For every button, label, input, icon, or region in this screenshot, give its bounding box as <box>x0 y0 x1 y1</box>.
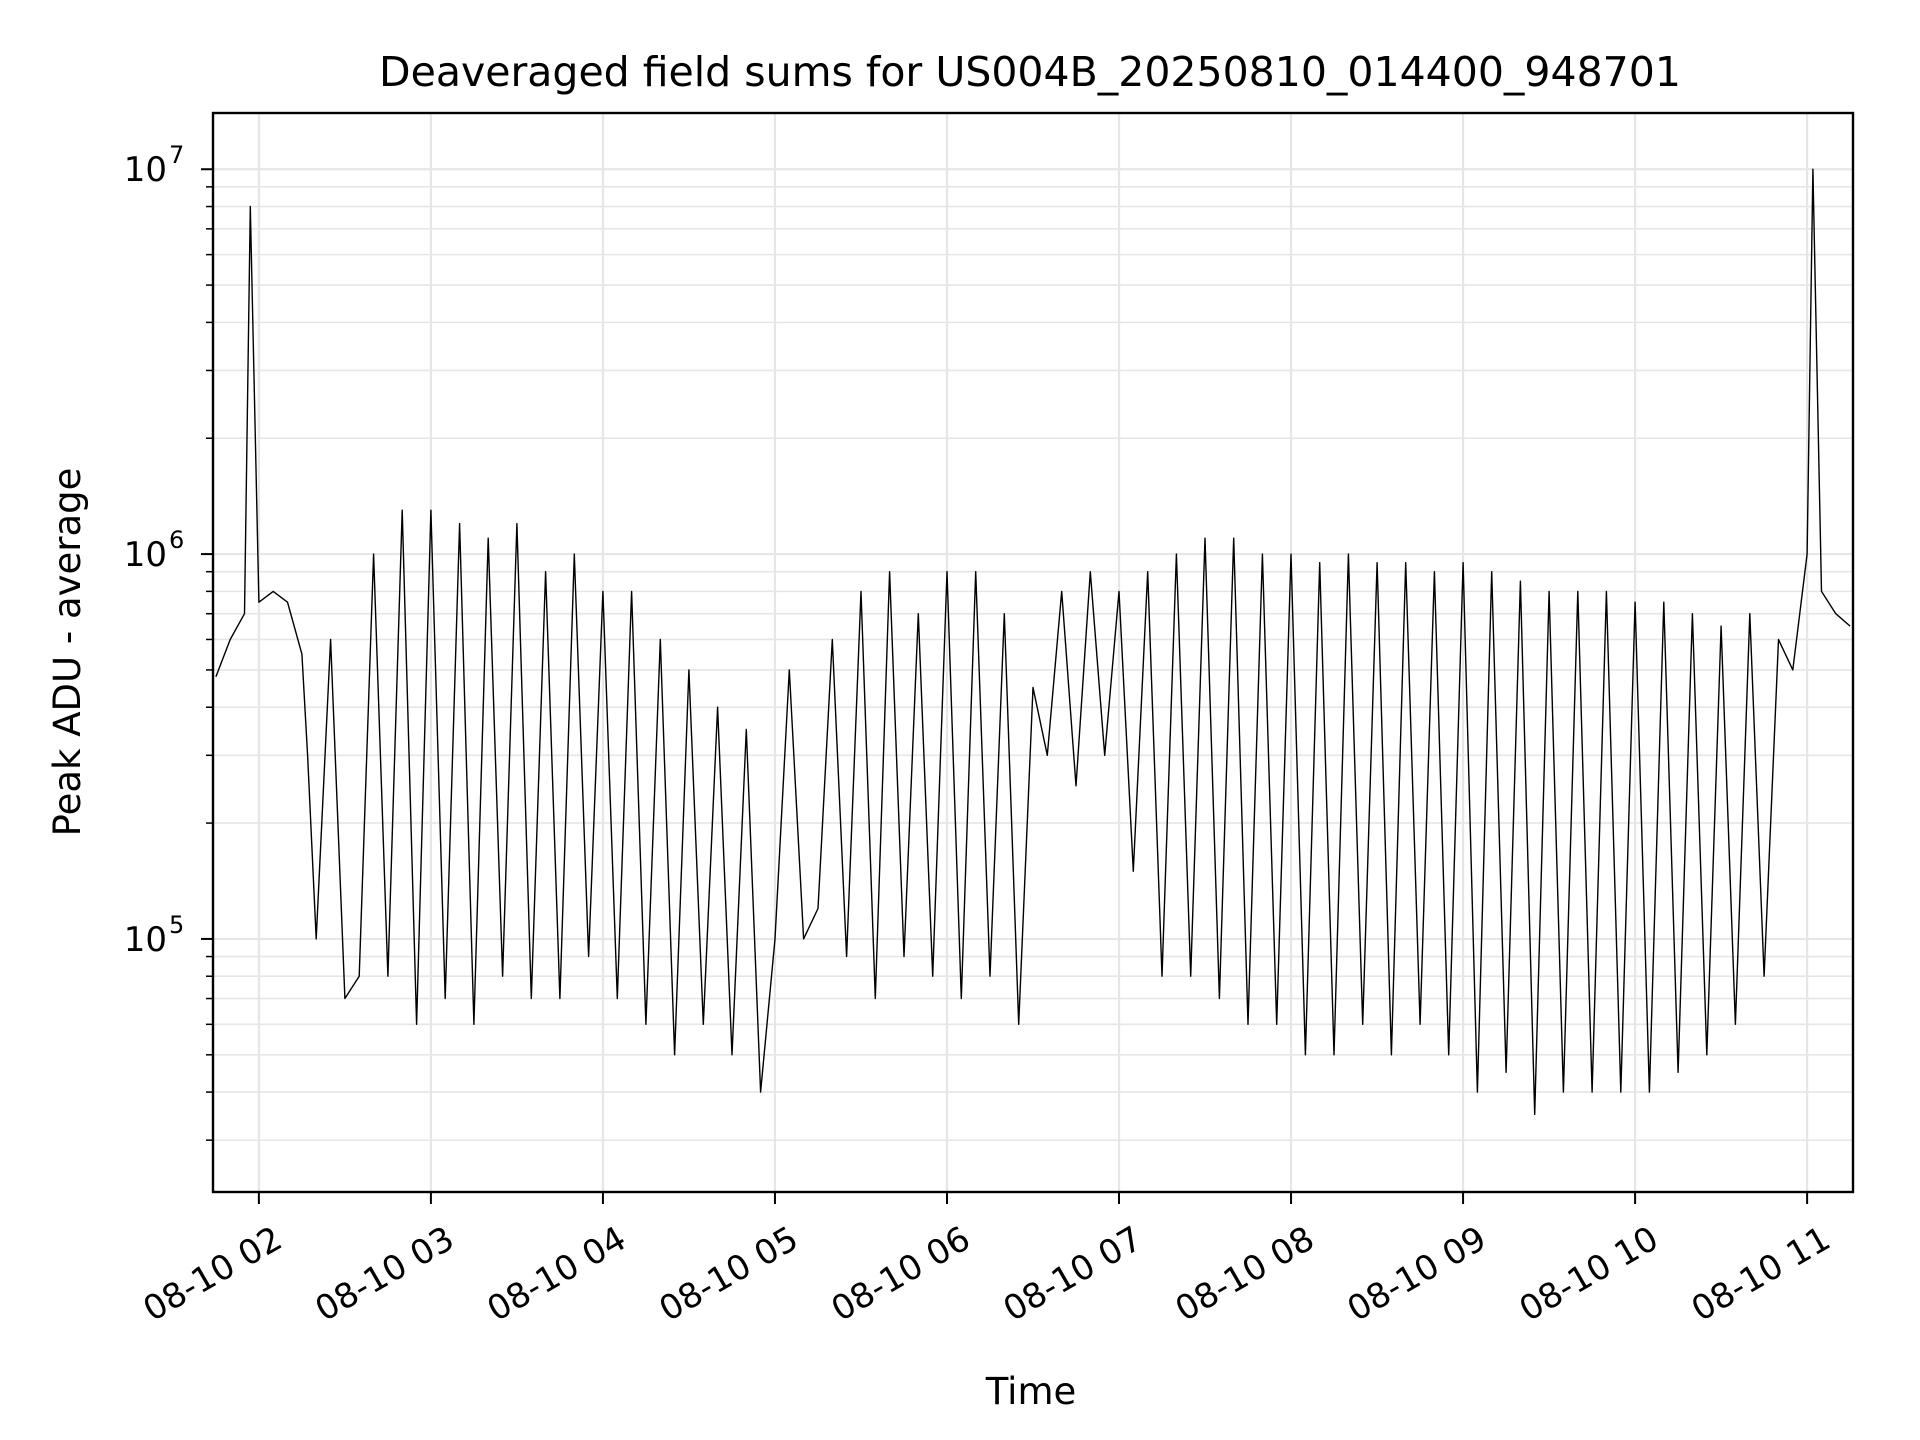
chart-title: Deaveraged field sums for US004B_2025081… <box>379 48 1681 96</box>
y-tick-base: 10 <box>124 920 167 960</box>
y-tick-exponent: 5 <box>169 911 184 939</box>
series-line <box>215 168 1851 1116</box>
y-tick-label: 10 5 <box>124 911 185 960</box>
y-tick-label: 10 7 <box>124 141 185 190</box>
y-tick-label: 10 6 <box>124 526 185 575</box>
data-layer <box>215 168 1851 1116</box>
y-tick-exponent: 7 <box>169 141 184 169</box>
y-tick-base: 10 <box>124 535 167 575</box>
plot-frame <box>211 111 1855 1194</box>
y-axis-label: Peak ADU - average <box>46 468 89 837</box>
y-tick-exponent: 6 <box>169 526 184 554</box>
grid-lines <box>213 113 1853 1192</box>
x-axis-label: Time <box>985 1370 1077 1413</box>
y-tick-base: 10 <box>124 150 167 190</box>
